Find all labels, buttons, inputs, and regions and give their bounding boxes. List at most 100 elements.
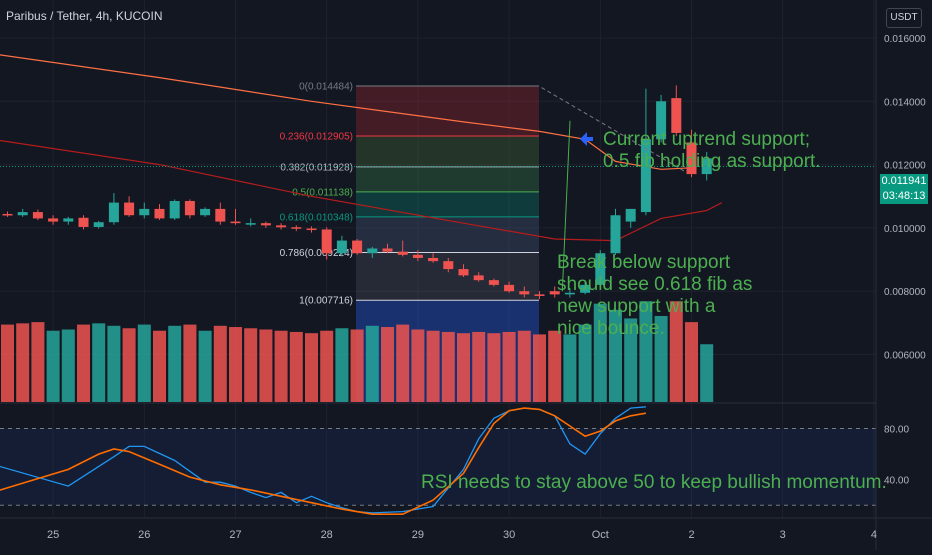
time-tick-label: 4 [871,529,877,541]
volume-bar [168,325,182,402]
volume-bar [381,327,394,402]
candle-body [245,223,256,225]
price-tick-label: 0.006000 [884,351,926,362]
candle-body [169,201,180,219]
currency-badge[interactable]: USDT [886,8,922,28]
candle-body [215,208,226,222]
fib-level-label: 0.382(0.011928) [280,162,353,173]
volume-bar [320,330,334,402]
rsi-band [0,428,876,506]
time-tick-label: 25 [47,529,59,541]
candle-body [549,291,560,295]
candle-body [701,158,712,175]
volume-bar [609,309,622,402]
candle-body [78,217,89,227]
candle-body [2,213,13,216]
symbol-title[interactable]: Paribus / Tether, 4h, KUCOIN [6,9,163,23]
volume-bar [700,344,714,402]
fib-zone [356,252,539,301]
price-tick-label: 0.010000 [884,224,926,235]
volume-bar [31,322,45,402]
fib-zone [356,166,539,192]
price-tick-label: 0.016000 [884,34,926,45]
candle-body [352,240,363,254]
volume-bar [441,331,455,402]
time-tick-label: Oct [592,529,609,541]
volume-bar [685,322,698,402]
volume-bar [365,325,379,402]
candle-body [580,284,591,293]
annotation-break-below: Break below support should see 0.618 fib… [557,252,753,339]
candle-body [230,221,241,224]
volume-bar [259,329,273,402]
candle-body [412,254,423,258]
candle-body [367,248,378,254]
last-price-label: 0.011941 [880,174,928,189]
candle-body [519,291,530,295]
moving-average-line [0,54,692,170]
fib-level-label: 1(0.007716) [299,296,353,307]
candle-body [504,284,515,292]
volume-bar [61,329,75,402]
candle-body [200,208,211,216]
volume-bar [92,323,106,402]
fib-level-label: 0(0.014484) [299,81,353,92]
candle-body [154,208,165,219]
volume-bar [335,328,349,402]
price-tick-label: 0.012000 [884,161,926,172]
candle-body [397,251,408,255]
volume-bar [77,324,90,402]
candle-body [625,208,636,222]
volume-bar [533,334,546,402]
time-tick-label: 29 [412,529,424,541]
candle-body [686,142,697,175]
candle-body [443,261,454,270]
price-tick-label: 0.014000 [884,97,926,108]
fib-zone [356,191,539,217]
volume-bar [122,328,136,402]
rsi-tick-label: 40.00 [884,476,909,487]
volume-bar [548,330,562,402]
candle-body [564,292,575,295]
volume-bar [107,325,121,402]
time-tick-label: 28 [321,529,333,541]
fib-level-label: 0.5(0.011138) [292,187,353,198]
time-tick-label: 27 [229,529,241,541]
time-tick-label: 3 [780,529,786,541]
candle-body [428,257,439,262]
candle-body [473,275,484,281]
candle-body [336,240,347,254]
annotation-uptrend-support: Current uptrend support; 0.5 fib holding… [603,129,821,172]
volume-bar [183,324,197,402]
candle-body [48,218,59,222]
volume-bar [563,334,577,402]
volume-bar [624,318,638,402]
volume-bar [593,303,607,402]
candle-body [671,98,682,133]
moving-average-line [0,139,723,242]
annotation-rsi: RSI needs to stay above 50 to keep bulli… [421,472,887,493]
volume-bar [213,325,227,402]
time-tick-label: 30 [503,529,515,541]
candle-body [260,223,271,226]
volume-bar [289,331,303,402]
candle-body [139,208,150,216]
uptrend-support-line [561,120,571,292]
candles [2,85,712,300]
drawn-trendlines [538,85,685,292]
arrow-left-icon [580,132,593,146]
fib-zone [356,216,539,253]
volume-bar [46,330,60,402]
volume-bar [198,330,212,402]
fib-level-label: 0.618(0.010348) [280,212,353,223]
candle-body [291,227,302,229]
fib-level-label: 0.236(0.012905) [280,131,353,142]
volume-bar [137,324,151,402]
volume-bar [244,328,258,402]
volume-bar [1,324,14,402]
candle-body [656,101,667,140]
candle-body [640,139,651,213]
